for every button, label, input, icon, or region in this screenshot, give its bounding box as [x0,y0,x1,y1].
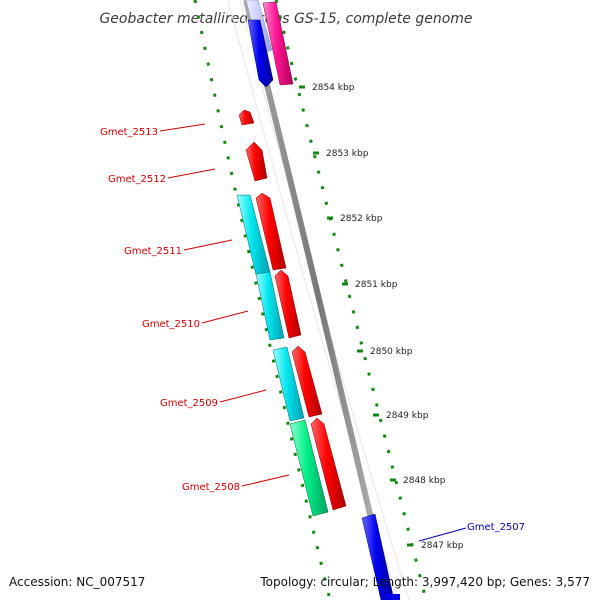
tick-label-2853: 2853 kbp [326,149,369,159]
cog-feature-cyan-3 [272,346,305,422]
tick-marks [299,85,413,547]
map-title: Geobacter metallireducens GS-15, complet… [99,11,472,27]
gene-feature-gmet-2507 [361,513,395,600]
accession-text: Accession: NC_007517 [9,575,145,589]
gene-feature-gmet-2511 [255,192,287,271]
gene-feature-gmet-2509 [291,345,323,418]
gene-feature-blue-top [247,19,274,88]
tick-label-2847: 2847 kbp [421,541,464,551]
gene-label-gmet-2508[interactable]: Gmet_2508 [182,482,240,493]
gene-feature-gmet-2510 [274,269,302,339]
tick-label-2854: 2854 kbp [312,83,355,93]
gene-label-gmet-2510[interactable]: Gmet_2510 [142,319,200,330]
gene-label-gmet-2507[interactable]: Gmet_2507 [467,522,525,533]
gene-label-gmet-2509[interactable]: Gmet_2509 [160,398,218,409]
tick-label-2852: 2852 kbp [340,214,383,224]
tick-label-2851: 2851 kbp [355,280,398,290]
gene-leader-lines [159,123,467,542]
gene-feature-magenta-top [262,1,294,86]
gene-feature-gmet-2512 [245,141,268,182]
gene-label-gmet-2511[interactable]: Gmet_2511 [124,246,182,257]
gene-feature-gmet-2508 [310,417,347,511]
genome-summary-text: Topology: circular; Length: 3,997,420 bp… [259,575,590,589]
gene-label-gmet-2513[interactable]: Gmet_2513 [100,127,158,138]
gc-skew-track-right [274,0,428,600]
cog-feature-cyan-2 [255,271,285,341]
gene-label-gmet-2512[interactable]: Gmet_2512 [108,174,166,185]
gene-feature-gmet-2513 [238,109,255,126]
cog-feature-green [289,419,329,517]
tick-label-2850: 2850 kbp [370,347,413,357]
gene-feature-blue-bottom [386,594,400,600]
tick-label-2848: 2848 kbp [403,476,446,486]
tick-label-2849: 2849 kbp [386,411,429,421]
